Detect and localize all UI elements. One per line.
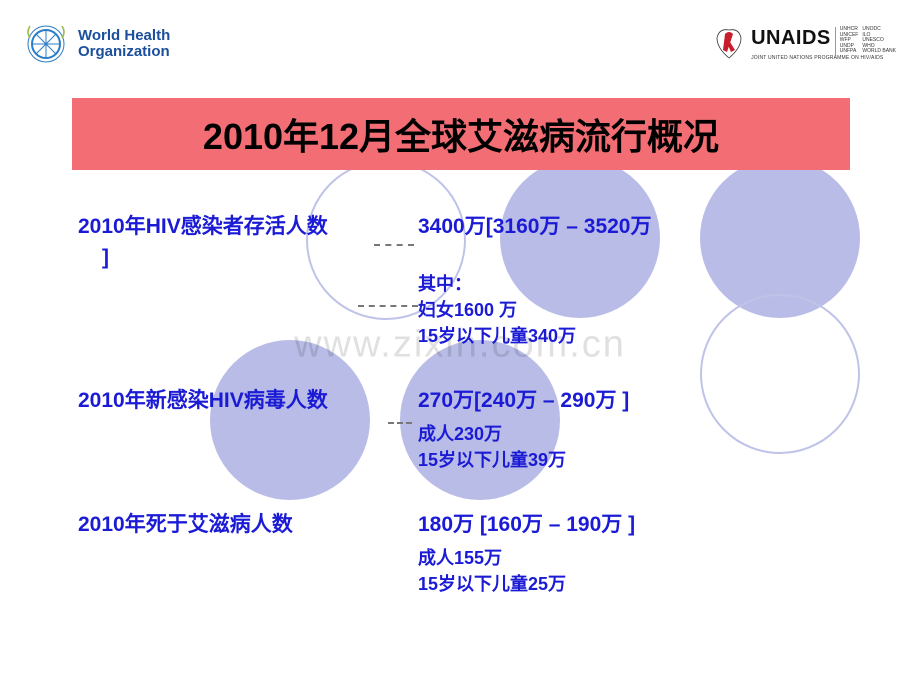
stat-label: 2010年新感染HIV病毒人数 (78, 384, 418, 414)
who-line1: World Health (78, 28, 170, 44)
stat-row: 2010年新感染HIV病毒人数270万[240万 – 290万 ] (78, 384, 870, 414)
stat-sub: 15岁以下儿童25万 (418, 570, 870, 596)
stat-value: 180万 [160万 – 190万 ] (418, 508, 635, 538)
unaids-ribbon-icon (713, 26, 745, 62)
who-text: World Health Organization (78, 28, 170, 60)
section-gap (78, 348, 870, 384)
unaids-logo: UNAIDS UNHCRUNICEFWFPUNDPUNFPAUNODCILOUN… (713, 26, 896, 62)
who-emblem-icon (24, 22, 68, 66)
unaids-partners: UNHCRUNICEFWFPUNDPUNFPAUNODCILOUNESCOWHO… (835, 27, 896, 55)
who-line2: Organization (78, 44, 170, 60)
slide-title: 2010年12月全球艾滋病流行概况 (72, 98, 850, 170)
stats-content: 2010年HIV感染者存活人数3400万[3160万 – 3520万]其中：妇女… (78, 210, 870, 596)
stat-sub: 其中： (418, 270, 870, 296)
unaids-brand: UNAIDS (751, 27, 831, 50)
section-gap (78, 472, 870, 508)
stat-sub: 成人230万 (418, 420, 870, 446)
stat-label-cont: ] (102, 246, 442, 270)
stat-value: 270万[240万 – 290万 ] (418, 384, 629, 414)
stat-sub: 成人155万 (418, 544, 870, 570)
header: World Health Organization UNAIDS UNHCRUN… (0, 14, 920, 74)
stat-sub: 15岁以下儿童39万 (418, 446, 870, 472)
stat-row: 2010年HIV感染者存活人数3400万[3160万 – 3520万 (78, 210, 870, 240)
stat-value: 3400万[3160万 – 3520万 (418, 210, 652, 240)
stat-sub: 15岁以下儿童340万 (418, 322, 870, 348)
stat-row: 2010年死于艾滋病人数180万 [160万 – 190万 ] (78, 508, 870, 538)
unaids-text-block: UNAIDS UNHCRUNICEFWFPUNDPUNFPAUNODCILOUN… (751, 27, 896, 61)
stat-label: 2010年死于艾滋病人数 (78, 508, 418, 538)
stat-label: 2010年HIV感染者存活人数 (78, 210, 418, 240)
who-logo: World Health Organization (24, 22, 170, 66)
unaids-caption: JOINT UNITED NATIONS PROGRAMME ON HIV/AI… (751, 55, 896, 61)
stat-sub: 妇女1600 万 (418, 296, 870, 322)
slide-title-text: 2010年12月全球艾滋病流行概况 (203, 108, 719, 160)
